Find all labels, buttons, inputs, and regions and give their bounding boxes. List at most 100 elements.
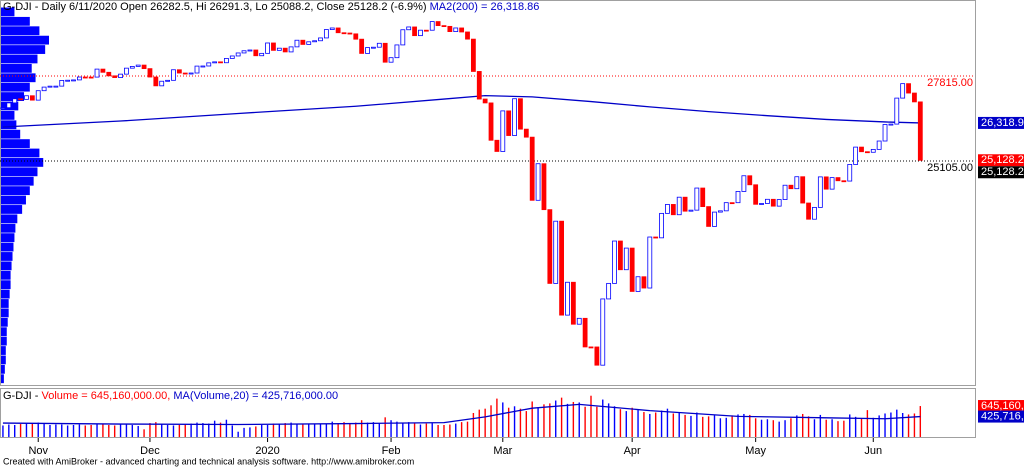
candle bbox=[512, 98, 517, 136]
volume-profile-bar bbox=[1, 233, 15, 243]
volume-bar bbox=[460, 422, 463, 437]
candle bbox=[229, 55, 235, 59]
volume-bar bbox=[102, 424, 104, 437]
candle bbox=[488, 102, 494, 141]
candle bbox=[418, 29, 423, 37]
candle bbox=[335, 27, 341, 34]
volume-bar bbox=[349, 423, 351, 437]
volume-bar bbox=[19, 424, 22, 437]
volume-bar bbox=[225, 419, 228, 437]
candle bbox=[576, 317, 582, 325]
candle bbox=[553, 220, 559, 284]
candle bbox=[847, 164, 853, 182]
volume-bar bbox=[325, 423, 328, 437]
candle bbox=[388, 57, 394, 63]
volume-bar bbox=[266, 425, 269, 437]
volume-bar bbox=[172, 425, 175, 437]
candle bbox=[482, 98, 488, 104]
volume-profile-bar bbox=[1, 223, 16, 233]
candle bbox=[429, 21, 435, 31]
volume-bar bbox=[190, 423, 192, 437]
candle bbox=[653, 236, 659, 239]
volume-bar bbox=[660, 410, 663, 437]
candle bbox=[206, 62, 212, 67]
candle bbox=[523, 128, 529, 138]
candle bbox=[194, 65, 200, 74]
volume-bar bbox=[502, 402, 504, 437]
footer: Created with AmiBroker - advanced charti… bbox=[3, 456, 414, 466]
volume-bar bbox=[719, 418, 722, 437]
candle bbox=[794, 176, 800, 190]
ma-line bbox=[2, 94, 921, 128]
candle bbox=[24, 95, 29, 100]
volume-profile-bar bbox=[1, 139, 30, 149]
volume-title: G-DJI - Volume = 645,160,000.00, MA(Volu… bbox=[3, 390, 338, 402]
volume-profile-bar bbox=[1, 82, 30, 92]
volume-bar bbox=[296, 424, 298, 437]
volume-profile-bar bbox=[1, 242, 14, 252]
candle bbox=[12, 98, 18, 104]
candle bbox=[53, 85, 59, 88]
candle bbox=[106, 71, 112, 77]
candle bbox=[906, 83, 911, 94]
volume-bar bbox=[2, 425, 4, 437]
volume-bar bbox=[131, 425, 134, 437]
candle bbox=[247, 49, 253, 52]
level-label: 27815.00 bbox=[927, 77, 973, 89]
volume-bar bbox=[143, 429, 145, 437]
volume-bar bbox=[249, 427, 251, 437]
volume-bar bbox=[590, 395, 592, 437]
volume-profile-bar bbox=[1, 54, 38, 64]
volume-bar bbox=[607, 403, 610, 437]
volume-profile-bar bbox=[1, 261, 12, 271]
volume-bar bbox=[690, 415, 692, 437]
volume-ma-label: MA(Volume,20) = 425,716,000.00 bbox=[173, 390, 338, 402]
volume-bar bbox=[484, 408, 486, 437]
candle bbox=[182, 72, 188, 75]
volume-bar bbox=[490, 405, 492, 437]
candle bbox=[288, 46, 294, 53]
volume-bar bbox=[525, 411, 528, 437]
volume-bar bbox=[807, 416, 810, 437]
volume-bar bbox=[643, 412, 645, 437]
candle bbox=[876, 140, 882, 150]
volume-label: Volume = 645,160,000.00, bbox=[42, 390, 171, 402]
volume-bar bbox=[96, 424, 98, 437]
volume-bar bbox=[178, 425, 181, 437]
volume-bar bbox=[507, 407, 510, 437]
volume-bar bbox=[443, 425, 445, 437]
volume-bar bbox=[737, 414, 739, 437]
candle bbox=[459, 27, 465, 33]
volume-bar bbox=[625, 411, 627, 437]
volume-bar bbox=[584, 406, 586, 437]
candle bbox=[82, 76, 88, 79]
volume-bar bbox=[402, 422, 404, 437]
volume-bar bbox=[278, 424, 281, 437]
volume-bar bbox=[907, 414, 910, 437]
volume-bar bbox=[313, 424, 316, 437]
volume-bar bbox=[637, 410, 639, 437]
candle bbox=[770, 198, 776, 207]
volume-bar bbox=[537, 407, 539, 437]
volume-bar bbox=[372, 422, 375, 437]
candle bbox=[765, 198, 770, 204]
volume-bar bbox=[355, 422, 357, 437]
candle bbox=[159, 80, 165, 87]
volume-profile-bar bbox=[1, 317, 8, 327]
candle bbox=[435, 21, 441, 27]
volume-bar bbox=[860, 418, 863, 437]
candle bbox=[694, 187, 700, 211]
x-tick-label: 2020 bbox=[255, 445, 279, 457]
volume-bar bbox=[137, 425, 139, 437]
candle bbox=[841, 180, 847, 183]
volume-bar bbox=[866, 410, 869, 437]
volume-bar bbox=[854, 416, 857, 437]
volume-profile-bar bbox=[1, 299, 9, 308]
volume-bar bbox=[455, 423, 457, 437]
candle bbox=[29, 95, 35, 101]
volume-bar bbox=[796, 415, 798, 437]
volume-bar bbox=[478, 409, 480, 437]
candle bbox=[259, 52, 265, 57]
candle bbox=[582, 317, 588, 348]
